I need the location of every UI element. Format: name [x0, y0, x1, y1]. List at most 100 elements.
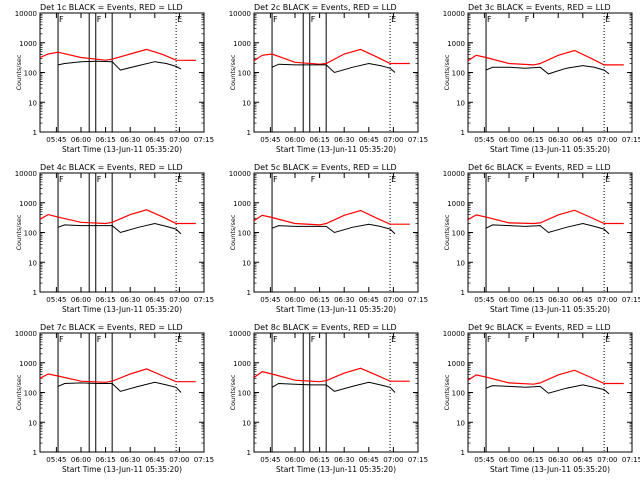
x-tick-label: 07:15: [622, 136, 640, 144]
marker-label: F: [59, 175, 64, 184]
y-tick-label: 100: [24, 230, 37, 238]
y-tick-label: 100: [238, 230, 251, 238]
panel-3: Det 3c BLACK = Events, RED = LLD 1 10 100 10…: [443, 3, 640, 154]
y-tick-label: 1: [461, 289, 465, 297]
x-tick-label: 06:30: [334, 136, 354, 144]
y-tick-label: 1: [461, 449, 465, 457]
x-tick-label: 07:00: [597, 296, 617, 304]
x-tick-label: 06:00: [71, 456, 91, 464]
y-tick-label: 10: [28, 99, 37, 107]
marker-label: F: [59, 335, 64, 344]
y-tick-label: 100: [24, 390, 37, 398]
x-tick-label: 07:00: [169, 136, 189, 144]
marker-label: F: [97, 15, 102, 24]
x-axis-label: Start Time (13-Jun-11 05:35:20): [62, 305, 182, 314]
y-tick-label: 10: [28, 419, 37, 427]
series-line-lld: [253, 48, 410, 65]
series-line-lld: [467, 209, 624, 225]
marker-label: F: [273, 175, 278, 184]
series-line-events: [271, 223, 396, 235]
y-tick-label: 1000: [233, 360, 251, 368]
y-tick-label: 10000: [443, 10, 465, 18]
x-axis-label: Start Time (13-Jun-11 05:35:20): [276, 305, 396, 314]
series-line-events: [485, 65, 610, 75]
y-tick-label: 10: [456, 259, 465, 267]
x-tick-label: 06:00: [285, 456, 305, 464]
y-tick-label: 10: [242, 419, 251, 427]
x-tick-label: 07:15: [194, 296, 214, 304]
y-tick-label: 10: [456, 419, 465, 427]
x-tick-label: 06:30: [548, 136, 568, 144]
y-tick-label: 1000: [447, 360, 465, 368]
panel-2: Det 2c BLACK = Events, RED = LLD 1 10 100 10…: [229, 3, 428, 154]
marker-label: F: [311, 15, 316, 24]
x-tick-label: 07:00: [383, 136, 403, 144]
panel-7: Det 7c BLACK = Events, RED = LLD 1 10 100 10…: [15, 323, 214, 474]
panel-8: Det 8c BLACK = Events, RED = LLD 1 10 100 10…: [229, 323, 428, 474]
marker-label: E: [605, 15, 610, 24]
x-tick-label: 06:45: [359, 296, 379, 304]
y-axis-label: Counts/sec: [443, 374, 451, 410]
panel-4: Det 4c BLACK = Events, RED = LLD 1 10 100 10…: [15, 163, 214, 314]
y-axis-label: Counts/sec: [229, 214, 237, 250]
x-axis-label: Start Time (13-Jun-11 05:35:20): [490, 305, 610, 314]
x-tick-label: 06:00: [499, 456, 519, 464]
series-line-lld: [39, 368, 196, 383]
marker-label: E: [391, 15, 396, 24]
y-axis-label: Counts/sec: [15, 214, 23, 250]
marker-label: F: [97, 335, 102, 344]
marker-label: F: [525, 175, 530, 184]
marker-label: F: [311, 335, 316, 344]
plot-frame: [39, 12, 205, 133]
y-axis-label: Counts/sec: [443, 54, 451, 90]
x-tick-label: 07:00: [597, 136, 617, 144]
series-line-lld: [39, 209, 196, 225]
y-tick-label: 1000: [19, 40, 37, 48]
x-tick-label: 06:00: [71, 136, 91, 144]
y-tick-label: 1000: [447, 40, 465, 48]
x-tick-label: 06:15: [96, 296, 116, 304]
x-tick-label: 06:45: [145, 456, 165, 464]
x-tick-label: 07:00: [169, 296, 189, 304]
y-tick-label: 1000: [19, 360, 37, 368]
x-tick-label: 05:45: [474, 136, 494, 144]
x-axis-label: Start Time (13-Jun-11 05:35:20): [62, 465, 182, 474]
x-tick-label: 07:15: [408, 456, 428, 464]
x-tick-label: 06:15: [310, 296, 330, 304]
marker-label: F: [525, 15, 530, 24]
series-line-lld: [467, 369, 624, 385]
x-tick-label: 06:30: [334, 296, 354, 304]
x-axis-label: Start Time (13-Jun-11 05:35:20): [490, 465, 610, 474]
panel-title: Det 3c BLACK = Events, RED = LLD: [468, 3, 611, 12]
marker-label: E: [605, 175, 610, 184]
x-tick-label: 06:30: [334, 456, 354, 464]
x-tick-label: 06:15: [524, 456, 544, 464]
series-line-lld: [39, 48, 196, 61]
y-tick-label: 100: [452, 70, 465, 78]
y-tick-label: 100: [238, 70, 251, 78]
marker-label: F: [487, 175, 492, 184]
panel-5: Det 5c BLACK = Events, RED = LLD 1 10 100 10…: [229, 163, 428, 314]
y-tick-label: 1: [33, 449, 37, 457]
y-tick-label: 10000: [229, 170, 251, 178]
y-axis-label: Counts/sec: [15, 54, 23, 90]
panel-title: Det 1c BLACK = Events, RED = LLD: [40, 3, 183, 12]
series-line-lld: [467, 49, 624, 66]
y-tick-label: 100: [452, 230, 465, 238]
x-tick-label: 07:15: [622, 456, 640, 464]
y-tick-label: 10000: [15, 170, 37, 178]
x-tick-label: 06:15: [524, 136, 544, 144]
marker-label: F: [487, 15, 492, 24]
x-tick-label: 06:00: [285, 136, 305, 144]
x-tick-label: 06:00: [71, 296, 91, 304]
x-tick-label: 05:45: [46, 136, 66, 144]
y-tick-label: 100: [24, 70, 37, 78]
y-tick-label: 1000: [447, 200, 465, 208]
x-tick-label: 07:15: [408, 136, 428, 144]
y-axis-label: Counts/sec: [229, 54, 237, 90]
x-tick-label: 05:45: [46, 296, 66, 304]
panel-title: Det 2c BLACK = Events, RED = LLD: [254, 3, 397, 12]
marker-label: F: [273, 15, 278, 24]
x-tick-label: 06:15: [524, 296, 544, 304]
